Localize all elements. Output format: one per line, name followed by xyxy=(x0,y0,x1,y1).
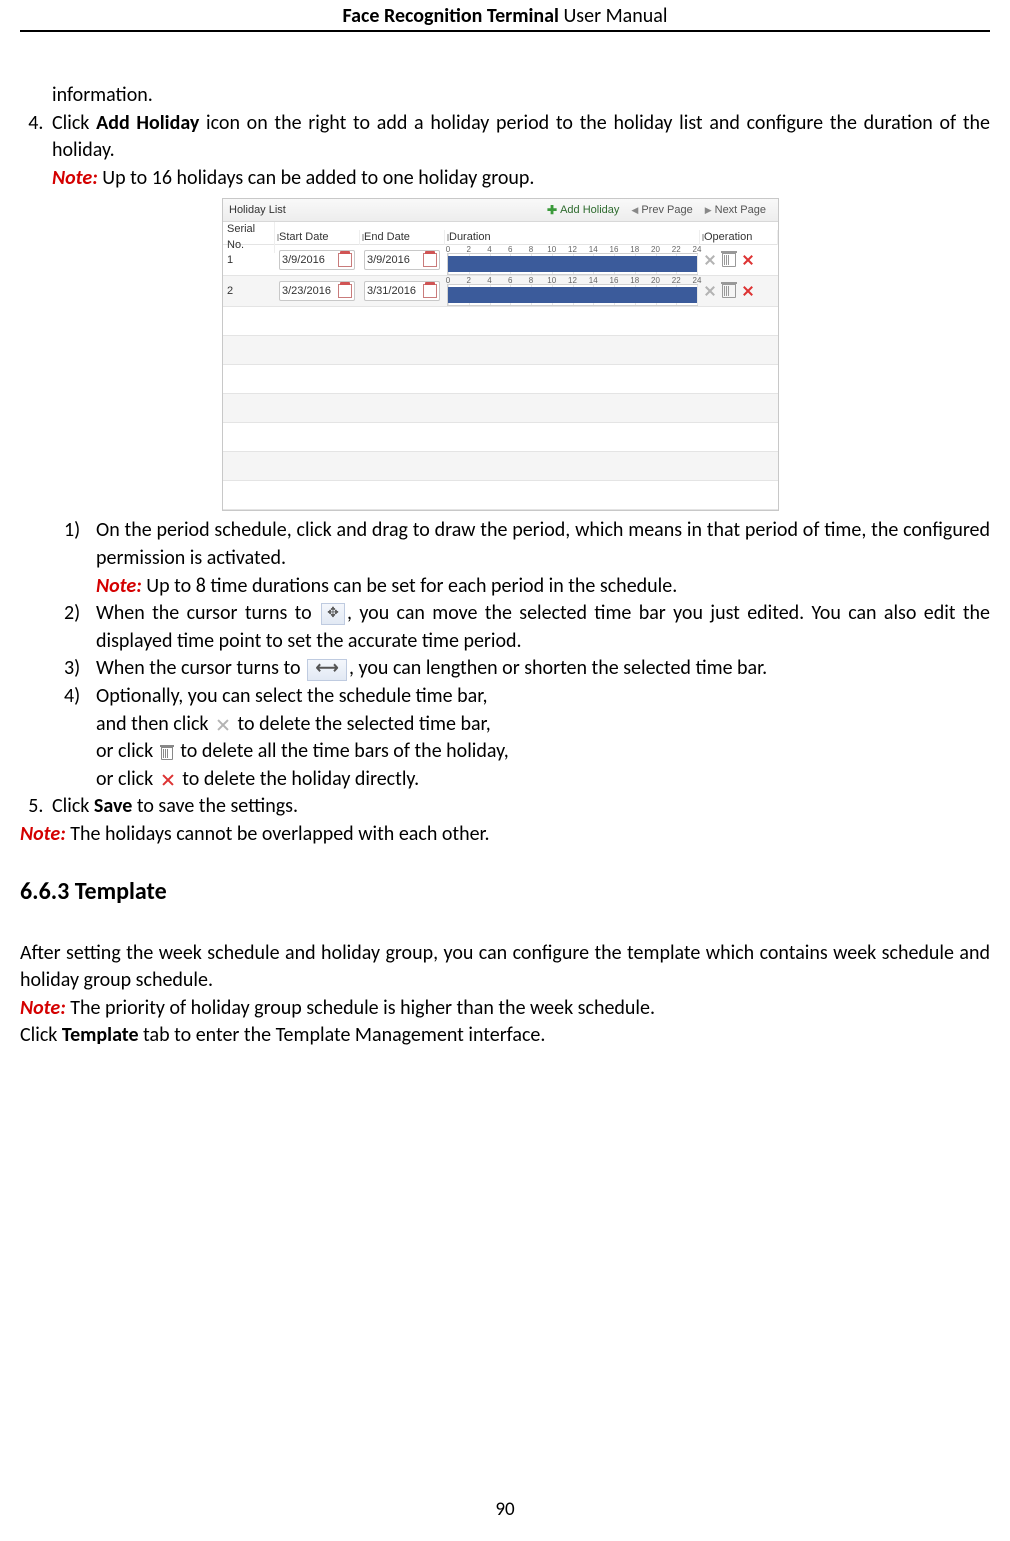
holiday-list-title: Holiday List xyxy=(229,203,286,218)
trash-icon[interactable] xyxy=(722,253,736,267)
section-p1: After setting the week schedule and holi… xyxy=(20,940,990,995)
clear-bar-icon[interactable] xyxy=(704,254,716,266)
section-note-text: The priority of holiday group schedule i… xyxy=(66,996,655,1020)
sub4-l3b: to delete all the time bars of the holid… xyxy=(176,739,509,763)
clear-bar-icon[interactable] xyxy=(704,285,716,297)
col-start: Start Date xyxy=(275,230,360,245)
cell-serial: 1 xyxy=(223,253,275,268)
table-row-empty xyxy=(223,336,778,365)
table-row-empty xyxy=(223,394,778,423)
sub3-b: , you can lengthen or shorten the select… xyxy=(349,656,767,680)
section-note-label: Note: xyxy=(20,996,66,1020)
calendar-icon[interactable] xyxy=(338,284,352,298)
header-bold: Face Recognition Terminal xyxy=(343,4,559,28)
note1-label: Note: xyxy=(52,166,98,190)
col-end: End Date xyxy=(360,230,445,245)
duration-timeline[interactable]: 024681012141618202224 xyxy=(447,284,698,306)
step-4: Click Add Holiday icon on the right to a… xyxy=(48,110,990,794)
final-note-text: The holidays cannot be overlapped with e… xyxy=(66,822,490,846)
section-p2a: Click xyxy=(20,1023,62,1047)
table-row-empty xyxy=(223,365,778,394)
table-row-empty xyxy=(223,452,778,481)
continuation-text: information. xyxy=(52,82,990,110)
end-date-input[interactable]: 3/31/2016 xyxy=(364,281,440,301)
step4-bold: Add Holiday xyxy=(96,111,199,135)
holiday-list-toolbar: Holiday List ✚ Add Holiday ◀ Prev Page ▶ xyxy=(223,199,778,222)
header-rest: User Manual xyxy=(559,4,668,28)
step4-text-a: Click xyxy=(52,111,96,135)
table-row: 1 3/9/2016 3/9/2016 024681012141618202224 xyxy=(223,245,778,276)
trash-icon xyxy=(160,745,174,759)
delete-icon[interactable] xyxy=(742,254,754,266)
start-date-input[interactable]: 3/9/2016 xyxy=(279,250,355,270)
delete-icon[interactable] xyxy=(742,285,754,297)
col-operation: Operation xyxy=(700,230,778,245)
table-row: 2 3/23/2016 3/31/2016 024681012141618202224 xyxy=(223,276,778,307)
substep-1: On the period schedule, click and drag t… xyxy=(96,517,990,600)
holiday-list-screenshot: Holiday List ✚ Add Holiday ◀ Prev Page ▶ xyxy=(222,198,779,511)
final-note-label: Note: xyxy=(20,822,66,846)
table-row-empty xyxy=(223,423,778,452)
step5-b: Save xyxy=(94,794,132,818)
next-page-label: Next Page xyxy=(715,203,766,218)
start-date-input[interactable]: 3/23/2016 xyxy=(279,281,355,301)
sub1-note-text: Up to 8 time durations can be set for ea… xyxy=(142,574,677,598)
move-cursor-icon xyxy=(321,603,345,625)
step5-a: Click xyxy=(52,794,94,818)
table-row-empty xyxy=(223,307,778,336)
clear-bar-icon xyxy=(215,718,231,732)
next-arrow-icon: ▶ xyxy=(705,204,712,216)
substep-3: When the cursor turns to , you can lengt… xyxy=(96,655,990,683)
add-holiday-label: Add Holiday xyxy=(560,203,619,218)
substep-2: When the cursor turns to , you can move … xyxy=(96,600,990,655)
plus-icon: ✚ xyxy=(547,202,557,219)
section-p2b: Template xyxy=(62,1023,139,1047)
col-serial: Serial No. xyxy=(223,222,275,252)
sub2-a: When the cursor turns to xyxy=(96,601,319,625)
sub1-text: On the period schedule, click and drag t… xyxy=(96,518,990,570)
sub4-l1: Optionally, you can select the schedule … xyxy=(96,684,487,708)
prev-page-label: Prev Page xyxy=(641,203,692,218)
add-holiday-button[interactable]: ✚ Add Holiday xyxy=(541,199,625,221)
note1-text: Up to 16 holidays can be added to one ho… xyxy=(98,166,535,190)
sub4-l4a: or click xyxy=(96,767,158,791)
holiday-list-header-row: Serial No. Start Date End Date Duration … xyxy=(223,222,778,245)
table-row-empty xyxy=(223,481,778,510)
section-p2c: tab to enter the Template Management int… xyxy=(139,1023,546,1047)
substep-4: Optionally, you can select the schedule … xyxy=(96,683,990,793)
next-page-button[interactable]: ▶ Next Page xyxy=(699,199,772,221)
sub3-a: When the cursor turns to xyxy=(96,656,305,680)
trash-icon[interactable] xyxy=(722,284,736,298)
step5-c: to save the settings. xyxy=(132,794,298,818)
page-number: 90 xyxy=(0,1498,1010,1521)
section-heading-template: 6.6.3 Template xyxy=(20,875,990,908)
sub4-l4b: to delete the holiday directly. xyxy=(178,767,419,791)
page-header: Face Recognition Terminal User Manual xyxy=(20,0,990,32)
col-duration: Duration xyxy=(445,230,700,245)
step-5: Click Save to save the settings. xyxy=(48,793,990,821)
sub4-l2a: and then click xyxy=(96,712,213,736)
prev-arrow-icon: ◀ xyxy=(631,204,638,216)
sub1-note-label: Note: xyxy=(96,574,142,598)
calendar-icon[interactable] xyxy=(423,253,437,267)
resize-cursor-icon xyxy=(307,659,347,681)
calendar-icon[interactable] xyxy=(338,253,352,267)
sub4-l2b: to delete the selected time bar, xyxy=(233,712,491,736)
cell-serial: 2 xyxy=(223,284,275,299)
delete-icon xyxy=(160,773,176,787)
prev-page-button[interactable]: ◀ Prev Page xyxy=(625,199,698,221)
calendar-icon[interactable] xyxy=(423,284,437,298)
duration-timeline[interactable]: 024681012141618202224 xyxy=(447,253,698,275)
end-date-input[interactable]: 3/9/2016 xyxy=(364,250,440,270)
sub4-l3a: or click xyxy=(96,739,158,763)
